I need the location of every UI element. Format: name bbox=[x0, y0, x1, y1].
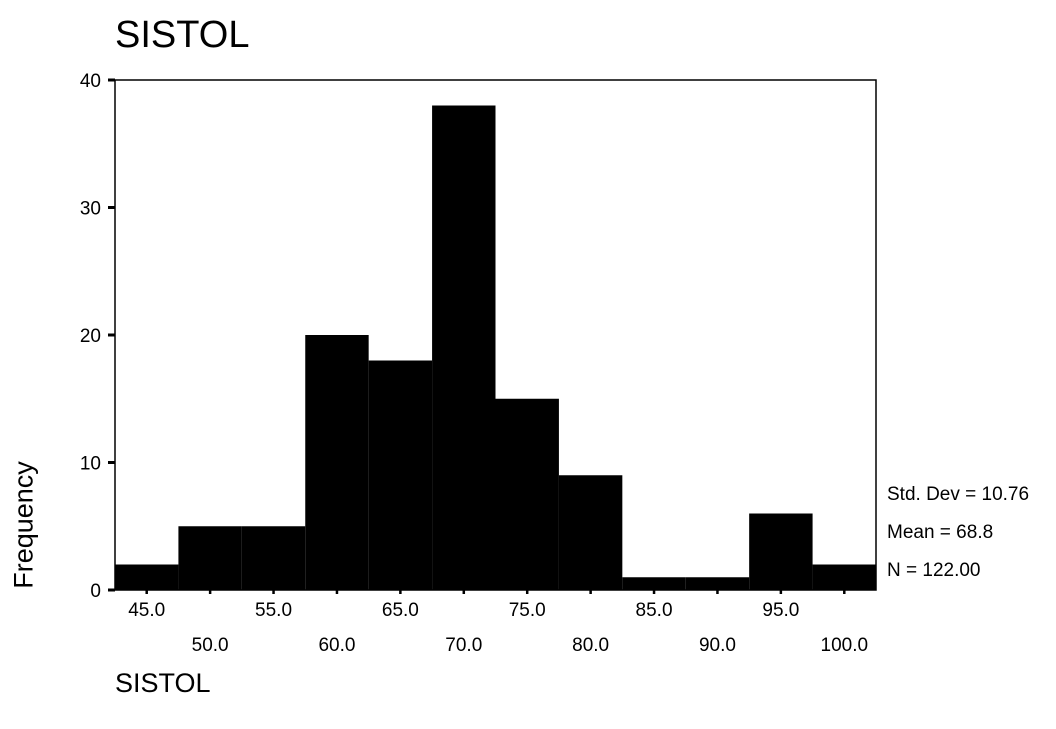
x-tick-label: 45.0 bbox=[128, 600, 165, 621]
histogram-bar bbox=[685, 577, 750, 590]
std-dev-label: Std. Dev = 10.76 bbox=[887, 484, 1030, 505]
x-tick-label: 90.0 bbox=[699, 635, 736, 656]
x-tick-label: 75.0 bbox=[509, 600, 546, 621]
histogram-bar bbox=[495, 398, 559, 590]
histogram-bar bbox=[305, 335, 369, 590]
x-axis-title: SISTOL bbox=[115, 668, 211, 698]
histogram-bar bbox=[368, 360, 433, 590]
y-tick-label: 30 bbox=[80, 199, 101, 220]
histogram-bar bbox=[178, 526, 242, 590]
x-axis: 45.0 55.0 65.0 75.0 85.0 95.0 50.0 60.0 70.0 80.0… bbox=[128, 590, 868, 656]
y-tick-label: 10 bbox=[80, 454, 101, 475]
histogram-bar bbox=[812, 564, 876, 590]
x-tick-label: 65.0 bbox=[382, 600, 419, 621]
mean-label: Mean = 68.8 bbox=[887, 522, 994, 543]
histogram-bar bbox=[432, 105, 496, 590]
x-tick-label: 95.0 bbox=[762, 600, 799, 621]
histogram-bar bbox=[558, 475, 623, 590]
histogram-bar bbox=[115, 564, 179, 590]
x-tick-label: 55.0 bbox=[255, 600, 292, 621]
histogram-bar bbox=[749, 513, 813, 590]
x-tick-label: 70.0 bbox=[445, 635, 482, 656]
y-axis: 0 10 20 30 40 bbox=[80, 71, 115, 602]
x-tick-label: 85.0 bbox=[636, 600, 673, 621]
y-tick-label: 20 bbox=[80, 326, 101, 347]
x-tick-label: 60.0 bbox=[318, 635, 355, 656]
y-tick-label: 40 bbox=[80, 71, 101, 92]
x-tick-label: 80.0 bbox=[572, 635, 609, 656]
chart-title: SISTOL bbox=[115, 14, 250, 56]
bars-group bbox=[115, 105, 876, 590]
histogram-bar bbox=[241, 526, 306, 590]
y-tick-label: 0 bbox=[90, 581, 101, 602]
x-tick-label: 100.0 bbox=[821, 635, 869, 656]
n-label: N = 122.00 bbox=[887, 560, 981, 581]
x-tick-label: 50.0 bbox=[192, 635, 229, 656]
histogram-bar bbox=[622, 577, 686, 590]
